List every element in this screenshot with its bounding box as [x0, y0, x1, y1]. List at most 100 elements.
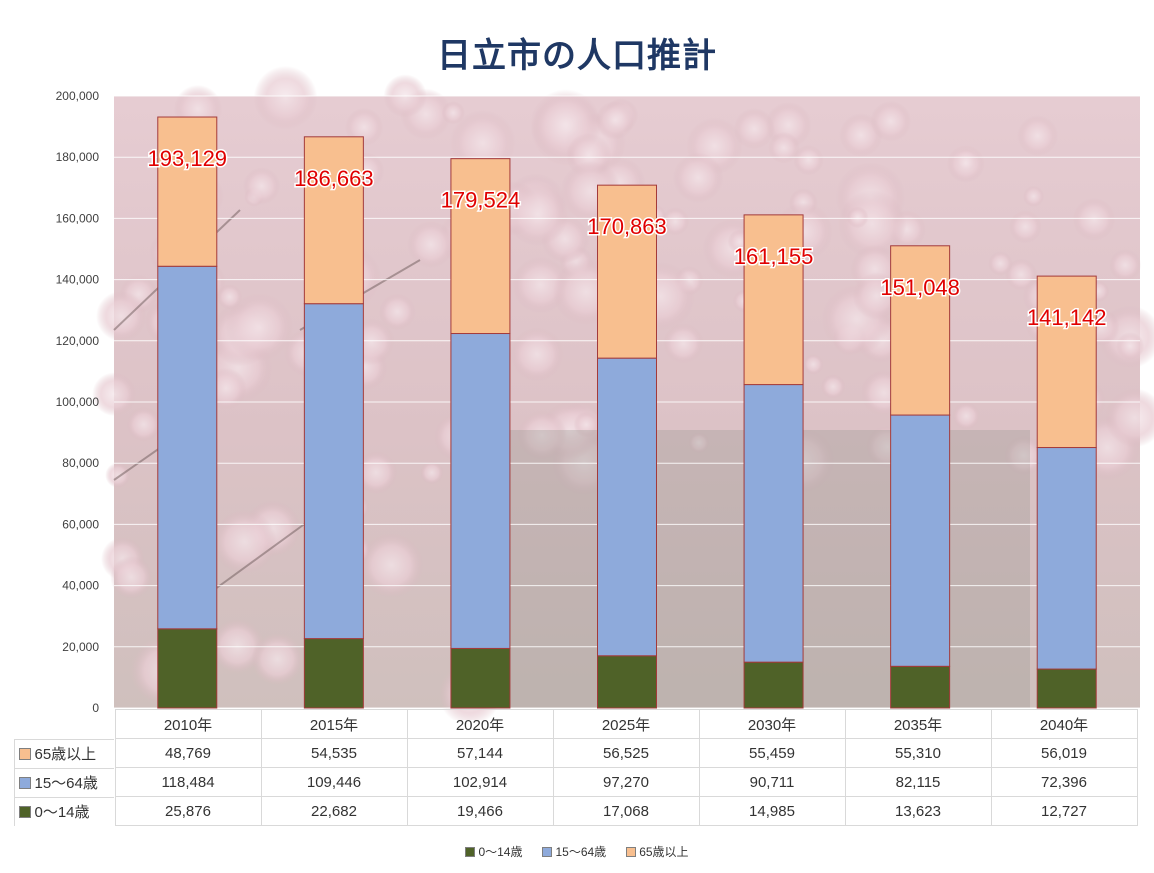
- bar-segment: [303, 136, 364, 305]
- blossom-cluster: [96, 291, 147, 342]
- blossom-cluster: [733, 108, 775, 150]
- table-cell: 13,623: [844, 796, 992, 826]
- bar-segment: [303, 303, 364, 640]
- blossom-cluster: [952, 402, 981, 430]
- category-label: 2035年: [844, 709, 992, 739]
- blossom-cluster: [793, 144, 824, 176]
- legend-item: 65歳以上: [626, 843, 689, 860]
- table-cell: 22,682: [260, 796, 408, 826]
- table-cell: 90,711: [698, 767, 846, 797]
- y-tick-label: 20,000: [62, 640, 99, 654]
- row-label: 0〜14歳: [13, 796, 114, 826]
- blossom-cluster: [1023, 185, 1045, 207]
- category-label: 2020年: [406, 709, 554, 739]
- total-labels: 193,129 186,663 179,524 170,863 161,155 151,0…: [146, 145, 1108, 332]
- table-cell: 55,459: [698, 738, 846, 768]
- category-label: 2010年: [114, 709, 262, 739]
- legend-item: 15〜64歳: [542, 843, 606, 860]
- table-cell: 72,396: [990, 767, 1138, 797]
- blossom-cluster: [573, 411, 600, 438]
- blossom-cluster: [946, 144, 985, 183]
- category-label: 2040年: [990, 709, 1138, 739]
- bar-segment: [450, 333, 511, 649]
- blossom-cluster: [359, 532, 424, 598]
- total-label: 141,142: [1027, 305, 1107, 330]
- table-cell: 118,484: [114, 767, 262, 797]
- row-header: 15〜64歳: [13, 767, 115, 797]
- legend-label: 65歳以上: [639, 845, 689, 859]
- bar-segment: [157, 628, 218, 709]
- blossom-cluster: [105, 462, 131, 488]
- bars: [157, 116, 1097, 709]
- series-swatch: [18, 776, 31, 789]
- bar-segment: [743, 661, 804, 709]
- blossom-cluster: [1017, 115, 1059, 157]
- legend-swatch: [465, 846, 476, 857]
- blossom-cluster: [661, 207, 690, 236]
- total-label: 161,155: [734, 244, 814, 269]
- blossom-cluster: [768, 131, 800, 164]
- blossom-cluster: [354, 451, 398, 494]
- branch: [199, 519, 311, 601]
- blossom-cluster: [820, 374, 846, 399]
- blossom-cluster: [803, 354, 824, 375]
- row-header: 65歳以上: [13, 738, 115, 768]
- total-label: 170,863: [587, 214, 667, 239]
- blossom-cluster: [407, 220, 455, 269]
- y-tick-label: 0: [92, 701, 99, 715]
- blossom-cluster: [517, 410, 567, 461]
- bar-segment: [890, 414, 951, 667]
- bar-segment: [1036, 447, 1097, 670]
- legend-item: 0〜14歳: [465, 843, 522, 860]
- blossom-cluster: [225, 293, 294, 362]
- bar-segment: [157, 116, 218, 267]
- blossom-cluster: [441, 101, 465, 125]
- row-label: 65歳以上: [13, 738, 114, 768]
- bar-segment: [450, 647, 511, 709]
- row-label: 15〜64歳: [13, 767, 114, 797]
- blossom-cluster: [210, 619, 265, 674]
- category-label: 2015年: [260, 709, 408, 739]
- table-cell: 102,914: [406, 767, 554, 797]
- table-corner: [114, 710, 115, 739]
- stacked-bar-chart: 0 20,000 40,000 60,000 80,000 100,000 120,000 1…: [56, 65, 1154, 720]
- total-label: 193,129: [148, 146, 228, 171]
- data-table: 2010年 2015年 2020年 2025年 2030年 2035年 2040年 65歳以…: [13, 709, 1138, 826]
- blossom-cluster: [92, 372, 136, 417]
- blossom-cluster: [1072, 197, 1116, 241]
- y-tick-label: 40,000: [62, 579, 99, 593]
- bar-segment: [157, 265, 218, 630]
- chart-title: 日立市の人口推計: [437, 36, 717, 76]
- y-tick-label: 100,000: [56, 395, 100, 409]
- legend-swatch: [626, 846, 637, 857]
- blossom-cluster: [510, 327, 564, 382]
- table-row: 15〜64歳 118,484 109,446 102,914 97,270 90,711 8…: [13, 767, 1138, 797]
- y-tick-label: 80,000: [62, 456, 99, 470]
- legend-swatch: [542, 846, 553, 857]
- blossom-cluster: [110, 556, 153, 599]
- blossom-cluster: [251, 633, 304, 686]
- category-label: 2030年: [698, 709, 846, 739]
- bar-segment: [1036, 275, 1097, 449]
- y-tick-label: 200,000: [56, 89, 100, 103]
- table-cell: 17,068: [552, 796, 700, 826]
- table-cell: 56,525: [552, 738, 700, 768]
- legend: 0〜14歳 15〜64歳 65歳以上: [0, 843, 1154, 860]
- blossom-cluster: [1105, 388, 1154, 448]
- blossom-cluster: [506, 183, 569, 246]
- table-cell: 82,115: [844, 767, 992, 797]
- table-cell: 48,769: [114, 738, 262, 768]
- table-header-row: 2010年 2015年 2020年 2025年 2030年 2035年 2040年: [114, 709, 1138, 739]
- blossom-cluster: [420, 461, 444, 485]
- blossom-cluster: [243, 167, 281, 205]
- blossom-cluster: [673, 152, 724, 203]
- table-cell: 54,535: [260, 738, 408, 768]
- bar-segment: [1036, 668, 1097, 709]
- total-label: 179,524: [441, 188, 521, 213]
- y-tick-label: 180,000: [56, 150, 100, 164]
- blossom-cluster: [988, 251, 1013, 276]
- table-row: 65歳以上 48,769 54,535 57,144 56,525 55,459 55,31…: [13, 738, 1138, 768]
- bar-segment: [450, 158, 511, 335]
- series-swatch: [18, 747, 31, 760]
- blossom-cluster: [1009, 210, 1042, 244]
